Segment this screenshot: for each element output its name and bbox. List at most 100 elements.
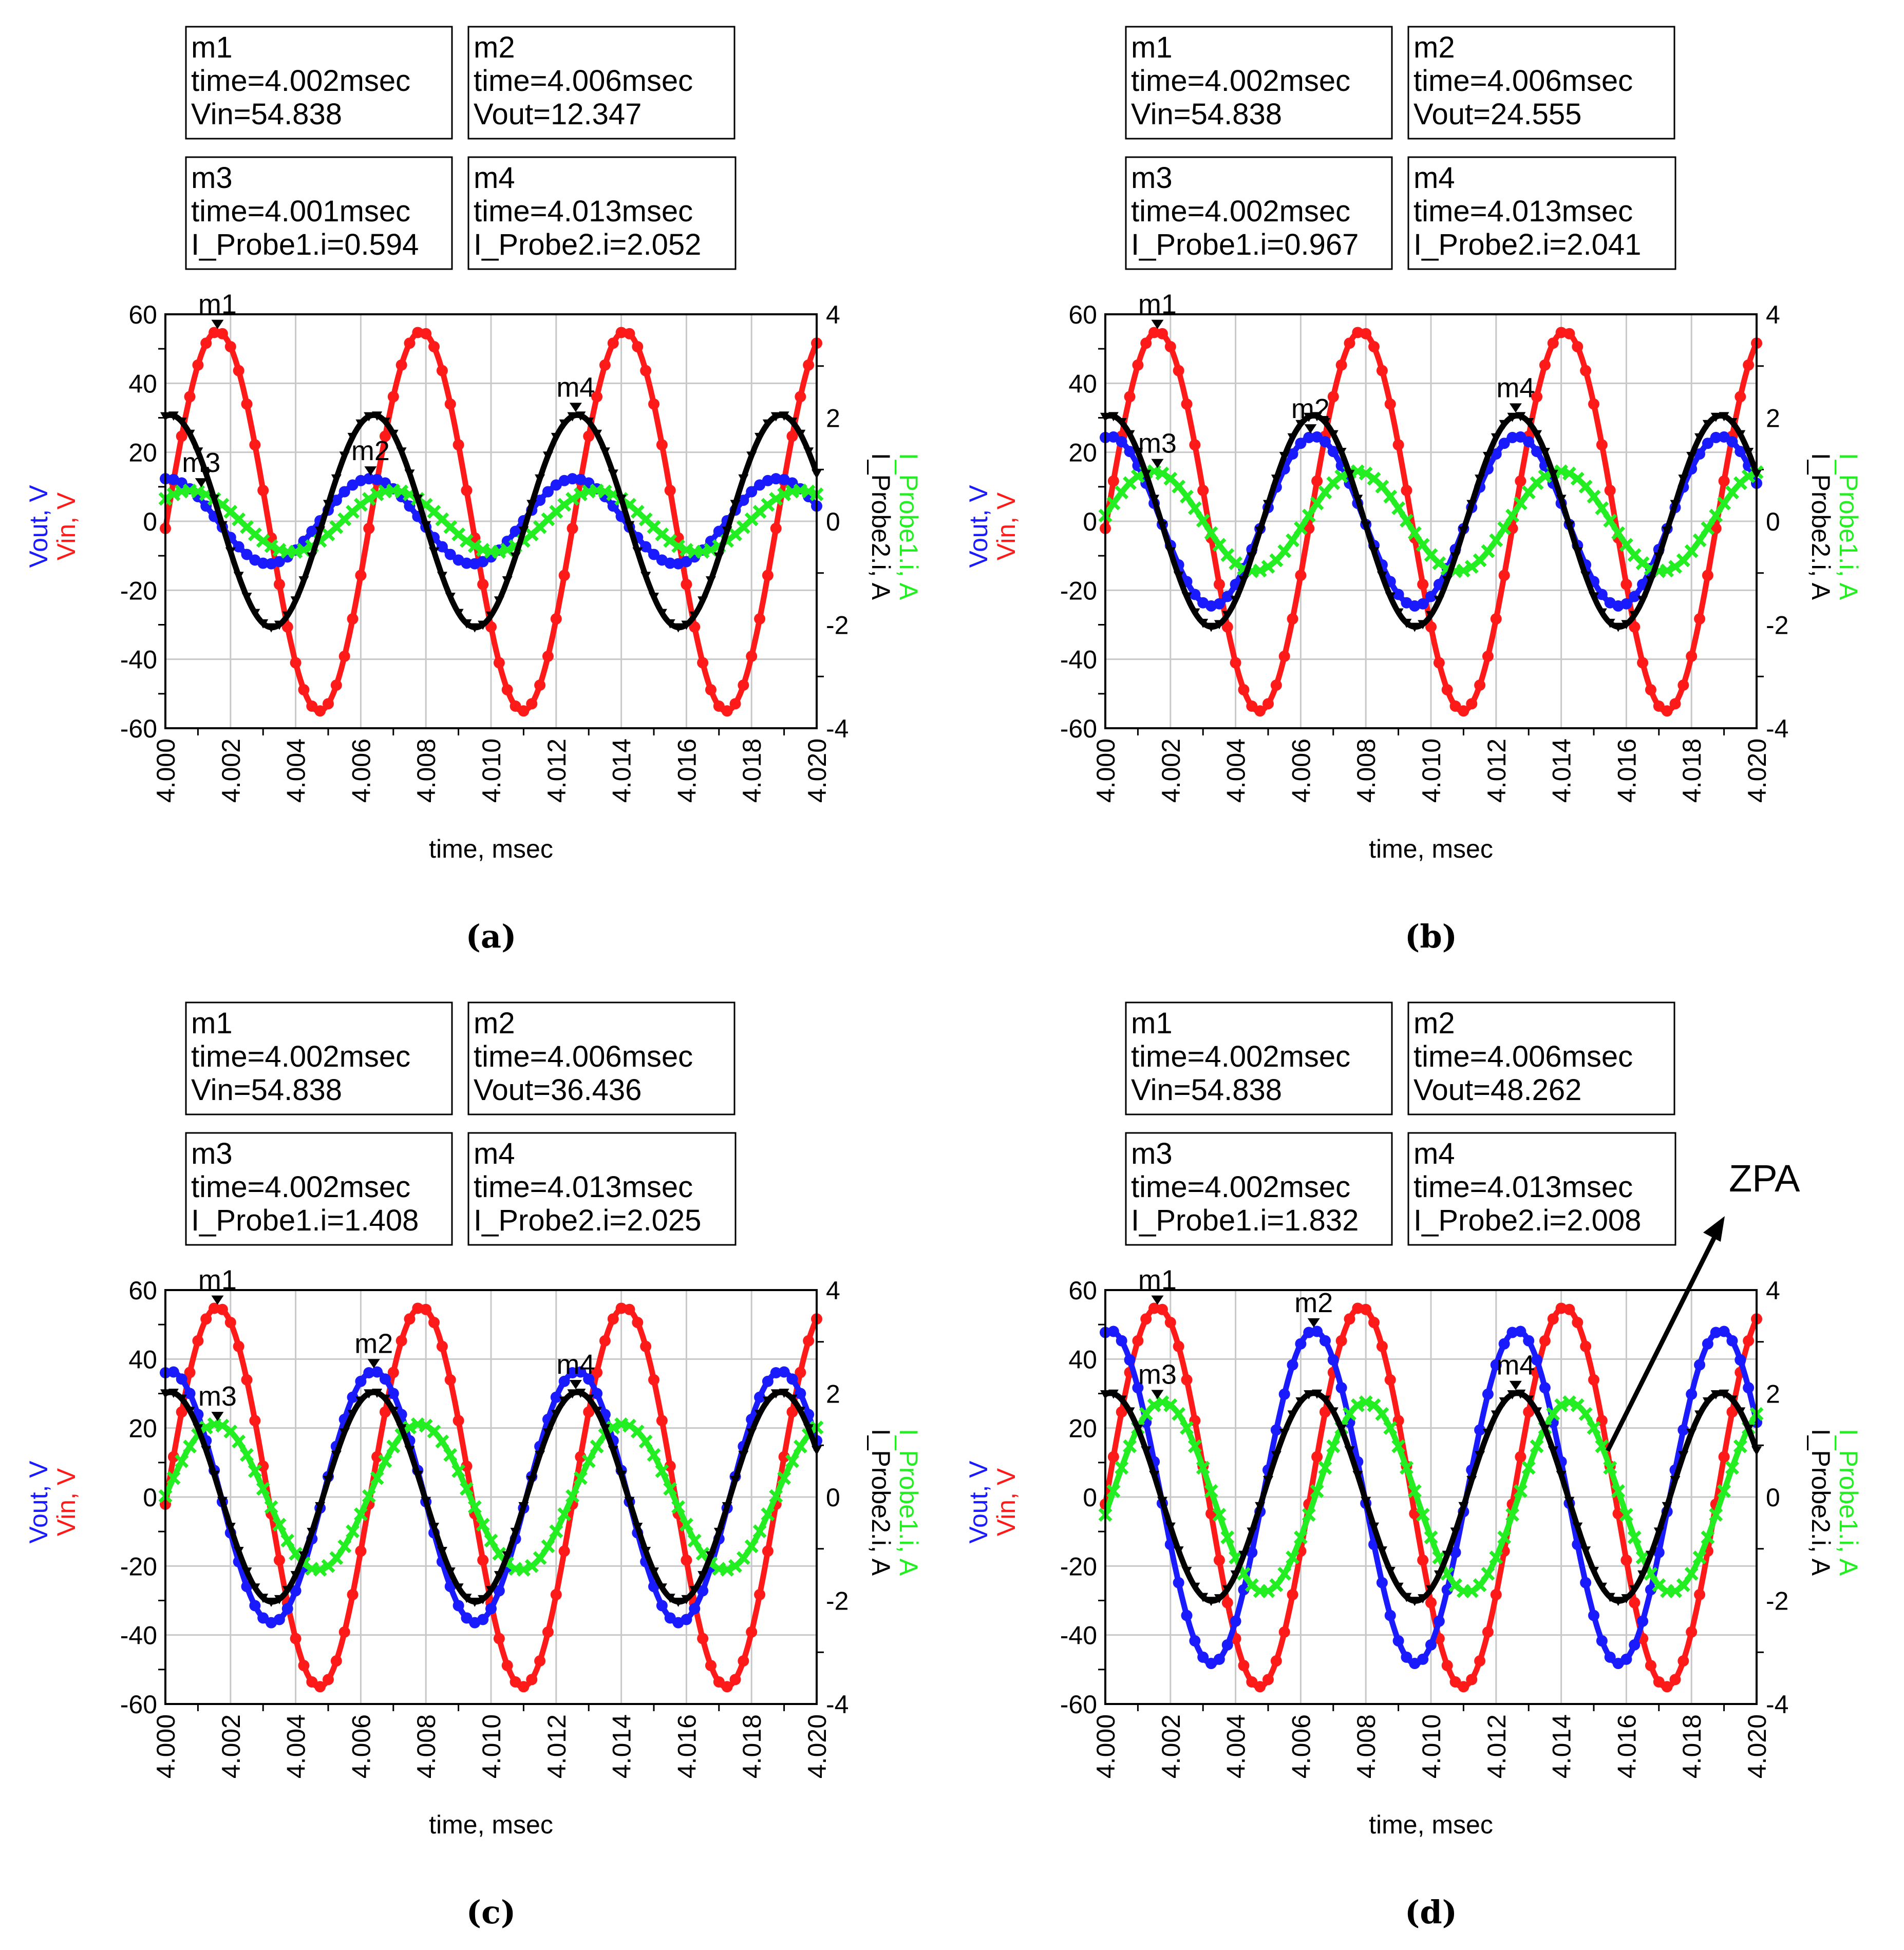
data-point bbox=[526, 1674, 538, 1686]
data-point bbox=[1505, 508, 1519, 523]
data-point bbox=[648, 398, 659, 410]
marker-readout-line: m3 bbox=[191, 161, 233, 195]
data-point bbox=[1743, 447, 1754, 457]
data-point bbox=[1449, 1676, 1461, 1688]
data-point bbox=[486, 611, 496, 621]
marker-readout-line: m4 bbox=[1413, 161, 1455, 195]
data-point bbox=[1660, 563, 1674, 578]
data-point bbox=[573, 1471, 588, 1485]
data-point bbox=[232, 1434, 246, 1449]
data-point bbox=[1539, 1382, 1551, 1394]
data-point bbox=[1361, 521, 1371, 531]
data-point bbox=[1198, 1593, 1209, 1602]
x-tick-label: 4.008 bbox=[412, 739, 441, 803]
data-point bbox=[476, 1518, 490, 1532]
data-point bbox=[370, 1471, 384, 1485]
data-point bbox=[290, 596, 301, 606]
x-tick-label: 4.000 bbox=[152, 739, 180, 803]
plot-frame bbox=[1104, 313, 1758, 729]
data-point bbox=[1392, 1635, 1404, 1647]
x-tick-label: 4.010 bbox=[477, 739, 506, 803]
data-point bbox=[1694, 433, 1705, 443]
data-point bbox=[746, 1428, 757, 1437]
data-point bbox=[371, 1366, 383, 1378]
data-point bbox=[1572, 1522, 1583, 1532]
data-point bbox=[1580, 365, 1592, 376]
data-point bbox=[1507, 1390, 1518, 1399]
data-point bbox=[217, 521, 228, 531]
y-left-tick-label: 0 bbox=[143, 1483, 157, 1512]
data-point bbox=[770, 1389, 781, 1399]
data-point bbox=[697, 657, 709, 669]
data-point bbox=[541, 1539, 555, 1554]
data-point bbox=[1515, 412, 1526, 422]
data-point bbox=[347, 1410, 358, 1419]
data-point bbox=[233, 365, 244, 376]
data-point bbox=[1621, 1594, 1632, 1604]
data-point bbox=[1532, 1407, 1542, 1417]
data-point bbox=[273, 578, 285, 590]
data-point bbox=[1629, 611, 1640, 620]
data-point bbox=[362, 491, 376, 506]
data-point bbox=[387, 1367, 399, 1378]
data-point bbox=[1295, 420, 1306, 429]
data-point bbox=[721, 705, 733, 717]
data-point bbox=[249, 1600, 261, 1612]
data-point bbox=[224, 1317, 236, 1329]
data-point bbox=[1221, 591, 1233, 602]
data-point bbox=[1334, 469, 1349, 483]
data-point bbox=[193, 1424, 203, 1434]
data-point bbox=[720, 1562, 734, 1577]
data-point bbox=[429, 1523, 440, 1532]
data-point bbox=[1621, 620, 1632, 630]
marker-readout-frame bbox=[1407, 156, 1676, 270]
x-tick-label: 4.016 bbox=[672, 739, 701, 803]
data-point bbox=[1116, 1395, 1127, 1405]
data-point bbox=[307, 1527, 317, 1537]
data-point bbox=[323, 500, 333, 509]
axis-ticks bbox=[158, 348, 824, 735]
data-point bbox=[1407, 526, 1422, 540]
data-point bbox=[1155, 466, 1170, 481]
data-point bbox=[565, 1489, 579, 1503]
y-right-tick-label: 4 bbox=[826, 300, 840, 329]
data-point bbox=[599, 1335, 611, 1347]
x-tick-label: 4.016 bbox=[1612, 1714, 1641, 1778]
data-point bbox=[1466, 1674, 1478, 1686]
data-point bbox=[1172, 1407, 1186, 1421]
y-right-tick-label: 0 bbox=[1766, 507, 1780, 536]
data-point bbox=[1580, 571, 1591, 581]
data-point bbox=[1107, 431, 1119, 443]
data-point bbox=[1336, 1425, 1347, 1434]
data-point bbox=[535, 474, 545, 484]
data-point bbox=[225, 547, 236, 557]
marker-readout-line: Vin=54.838 bbox=[191, 98, 342, 131]
x-tick-label: 4.018 bbox=[1677, 739, 1706, 803]
y-left-tick-label: 40 bbox=[128, 369, 157, 398]
data-point bbox=[1434, 596, 1444, 605]
data-point bbox=[315, 1502, 326, 1511]
marker-readout-frame bbox=[1125, 1001, 1393, 1115]
data-point bbox=[754, 613, 766, 625]
y-left-axis-label: Vout, V bbox=[24, 1461, 53, 1544]
data-point bbox=[770, 1367, 782, 1379]
data-point bbox=[738, 1655, 749, 1667]
data-point bbox=[1230, 596, 1241, 605]
panel-a: m1time=4.002msecVin=54.838m2time=4.006ms… bbox=[24, 26, 923, 955]
data-point bbox=[364, 412, 374, 422]
x-tick-label: 4.012 bbox=[1482, 739, 1511, 803]
y-left-axis-label: Vout, V bbox=[964, 1461, 993, 1544]
data-point bbox=[355, 1375, 367, 1387]
data-point bbox=[494, 1571, 504, 1581]
data-point bbox=[257, 557, 269, 569]
data-point bbox=[484, 1534, 498, 1548]
data-point bbox=[558, 1375, 570, 1387]
marker-triangle bbox=[211, 1295, 224, 1305]
data-point bbox=[1605, 618, 1615, 628]
data-point bbox=[258, 619, 269, 629]
data-point bbox=[1499, 420, 1510, 429]
data-point bbox=[1156, 1303, 1168, 1315]
data-point bbox=[1489, 1550, 1503, 1565]
data-point bbox=[1399, 514, 1413, 528]
marker-readout-frame bbox=[1125, 26, 1393, 140]
